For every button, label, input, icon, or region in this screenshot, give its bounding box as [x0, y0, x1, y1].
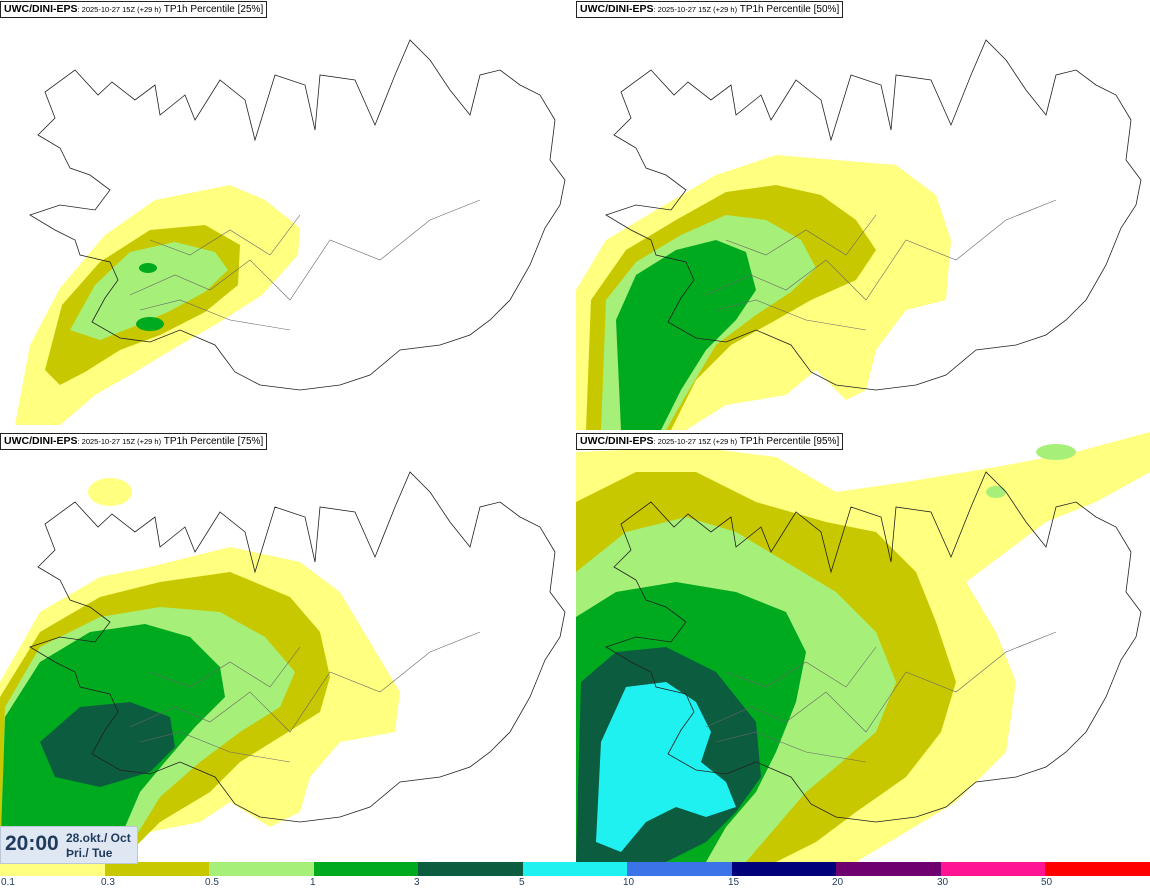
coastline [605, 471, 1142, 823]
legend-swatch [731, 862, 837, 876]
legend-label: 15 [728, 877, 740, 888]
precip-map [15, 39, 566, 425]
legend-label: 0.5 [205, 877, 219, 888]
coastline [29, 39, 566, 391]
precip-map [576, 432, 1150, 862]
panel-title: UWC/DINI-EPS: 2025-10-27 15Z (+29 h) TP1… [576, 1, 844, 18]
legend-color-bar [0, 862, 1150, 876]
valid-date: 28.okt./ Oct Þri./ Tue [66, 831, 131, 860]
precip-shading [0, 478, 400, 862]
precip-map [576, 39, 1142, 430]
legend-label: 20 [832, 877, 844, 888]
coastline [605, 39, 1142, 391]
legend-swatch [209, 862, 314, 876]
map-panel-50: UWC/DINI-EPS: 2025-10-27 15Z (+29 h) TP1… [576, 0, 1150, 430]
valid-time-box: 20:00 28.okt./ Oct Þri./ Tue [0, 826, 138, 864]
legend-label: 1 [310, 877, 316, 888]
precip-map [0, 471, 566, 862]
precip-shading [576, 155, 951, 430]
precip-shading [576, 432, 1150, 862]
legend-swatch [940, 862, 1046, 876]
coastline [29, 471, 566, 823]
legend-label: 3 [414, 877, 420, 888]
legend-swatch [1045, 862, 1150, 876]
legend-label: 0.1 [1, 877, 15, 888]
map-panel-75: UWC/DINI-EPS: 2025-10-27 15Z (+29 h) TP1… [0, 432, 574, 862]
legend-swatch [627, 862, 732, 876]
color-legend: 0.1 0.3 0.5 1 3 5 10 15 20 30 50 [0, 862, 1150, 891]
map-panel-95: UWC/DINI-EPS: 2025-10-27 15Z (+29 h) TP1… [576, 432, 1150, 862]
legend-label: 5 [519, 877, 525, 888]
panel-title: UWC/DINI-EPS: 2025-10-27 15Z (+29 h) TP1… [576, 433, 844, 450]
legend-label: 30 [937, 877, 949, 888]
valid-time: 20:00 [5, 832, 59, 855]
legend-swatch [418, 862, 523, 876]
map-panel-25: UWC/DINI-EPS: 2025-10-27 15Z (+29 h) TP1… [0, 0, 574, 430]
legend-label: 50 [1041, 877, 1053, 888]
legend-swatch [313, 862, 419, 876]
legend-label: 0.3 [101, 877, 115, 888]
legend-swatch [104, 862, 210, 876]
legend-swatch [522, 862, 628, 876]
panel-title: UWC/DINI-EPS: 2025-10-27 15Z (+29 h) TP1… [0, 433, 268, 450]
legend-label: 10 [623, 877, 635, 888]
legend-swatch [0, 862, 105, 876]
panel-title: UWC/DINI-EPS: 2025-10-27 15Z (+29 h) TP1… [0, 1, 268, 18]
legend-swatch [836, 862, 941, 876]
precip-shading [15, 185, 300, 425]
panel-divider [0, 430, 1150, 432]
